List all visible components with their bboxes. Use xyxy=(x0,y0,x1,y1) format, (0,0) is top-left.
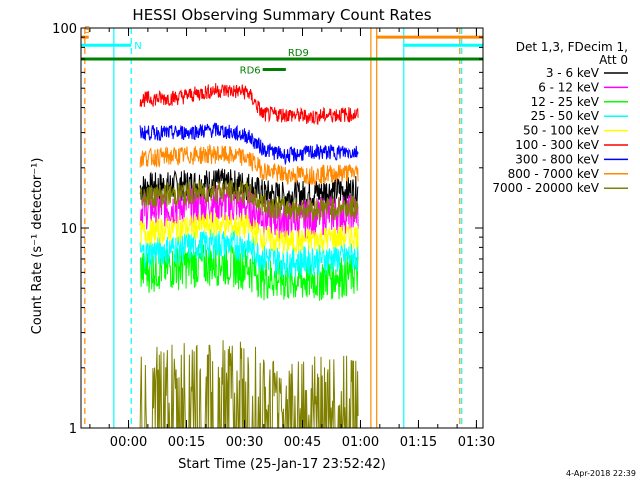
legend-entry-label: 50 - 100 keV xyxy=(523,124,600,138)
y-tick-label: 100 xyxy=(52,22,77,37)
x-tick-label: 01:00 xyxy=(342,435,379,450)
y-tick-label: 10 xyxy=(60,222,77,237)
y-tick-label: 1 xyxy=(69,422,77,437)
legend-entry-label: 12 - 25 keV xyxy=(531,95,600,109)
y-axis-label: Count Rate (s⁻¹ detector⁻¹) xyxy=(30,158,45,335)
x-tick-label: 01:30 xyxy=(458,435,495,450)
x-axis-label: Start Time (25-Jan-17 23:52:42) xyxy=(178,457,386,472)
x-tick-label: 01:15 xyxy=(400,435,437,450)
legend-entry-label: 300 - 800 keV xyxy=(515,152,599,166)
x-tick-label: 00:00 xyxy=(110,435,147,450)
axis-layer: 00:00 00:15 00:30 00:45 01:00 01:15 01:30 1 10 10… xyxy=(52,22,495,450)
legend-entry-label: 100 - 300 keV xyxy=(515,138,599,152)
series-line xyxy=(139,143,359,187)
status-bar-label: RD6 xyxy=(240,66,261,77)
annotation-layer: S N RD6 RD9 xyxy=(81,25,483,428)
x-tick-label: 00:30 xyxy=(226,435,263,450)
status-bar-label: S xyxy=(84,25,90,36)
series-line xyxy=(139,180,359,222)
x-tick-label: 00:45 xyxy=(284,435,321,450)
legend-entry-label: 800 - 7000 keV xyxy=(508,167,600,181)
attenuator-curve xyxy=(139,340,359,429)
series-line xyxy=(139,212,359,255)
series-line xyxy=(139,122,359,166)
legend-entry-label: 7000 - 20000 keV xyxy=(492,181,599,195)
status-bar-label: N xyxy=(134,41,141,52)
series-line xyxy=(139,229,359,279)
x-tick-label: 00:15 xyxy=(168,435,205,450)
legend-header-line-2: Att 0 xyxy=(599,53,628,67)
footer-date: 4-Apr-2018 22:39 xyxy=(566,469,636,478)
series-line xyxy=(139,83,359,126)
legend-entry-label: 6 - 12 keV xyxy=(538,80,600,94)
legend-entry-label: 25 - 50 keV xyxy=(531,109,600,123)
series-line xyxy=(139,242,359,301)
legend-header-line-1: Det 1,3, FDecim 1, xyxy=(516,40,628,54)
chart-title: HESSI Observing Summary Count Rates xyxy=(132,6,431,24)
series-layer xyxy=(139,83,359,429)
legend-entry-label: 3 - 6 keV xyxy=(546,66,600,80)
status-bar-label: RD9 xyxy=(288,48,309,59)
